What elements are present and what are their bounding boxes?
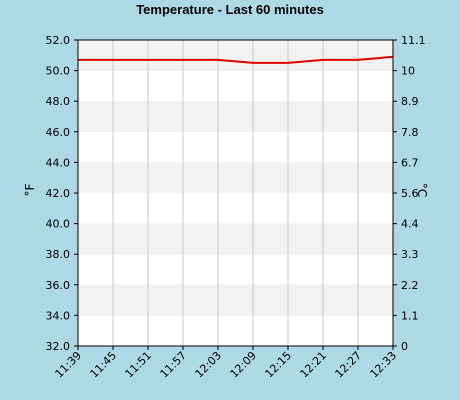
data-point	[182, 59, 184, 61]
data-point	[147, 59, 149, 61]
right-axis-label: °C	[415, 183, 429, 197]
left-axis-label: °F	[23, 183, 37, 196]
x-tick-label: 11:45	[88, 349, 120, 381]
plot-bands	[78, 40, 393, 346]
right-tick-label: 1.1	[401, 309, 419, 322]
plot-band	[78, 70, 393, 102]
data-point	[112, 59, 114, 61]
left-tick-label: 36.0	[46, 279, 71, 292]
x-axis-ticks: 11:39 11:45 11:51 11:57 12:03 12:09 12:15 12:21…	[53, 346, 400, 381]
right-tick-label: 8.9	[401, 95, 419, 108]
right-tick-label: 6.7	[401, 156, 419, 169]
plot-band	[78, 223, 393, 255]
right-tick-label: 2.2	[401, 279, 419, 292]
data-point	[287, 62, 289, 64]
data-point	[304, 60, 307, 63]
left-tick-label: 50.0	[46, 65, 71, 78]
plot-band	[78, 284, 393, 316]
x-tick-label: 12:33	[368, 349, 400, 381]
left-tick-label: 48.0	[46, 95, 71, 108]
left-axis-ticks: 32.0 34.0 36.0 38.0 40.0 42.0 44.0 46.0 48.0 50.0…	[46, 34, 78, 353]
left-tick-label: 52.0	[46, 34, 71, 47]
left-tick-label: 46.0	[46, 126, 71, 139]
plot-band	[78, 193, 393, 224]
plot-band	[78, 315, 393, 346]
data-point	[322, 59, 324, 61]
right-tick-label: 5.6	[401, 187, 419, 200]
data-point	[357, 59, 359, 61]
left-tick-label: 44.0	[46, 156, 71, 169]
left-tick-label: 42.0	[46, 187, 71, 200]
right-tick-label: 7.8	[401, 126, 419, 139]
x-tick-label: 12:15	[263, 349, 295, 381]
data-point	[217, 59, 219, 61]
x-tick-label: 12:09	[228, 349, 260, 381]
left-tick-label: 32.0	[46, 340, 71, 353]
x-tick-label: 11:57	[158, 349, 190, 381]
data-point	[374, 57, 377, 59]
right-axis-ticks: 0 1.1 2.2 3.3 4.4 5.6 6.7 7.8 8.9 10 11.1	[393, 34, 426, 353]
x-tick-label: 12:03	[193, 349, 225, 381]
plot-band	[78, 40, 393, 71]
plot-band	[78, 101, 393, 132]
x-tick-label: 12:21	[298, 349, 330, 381]
plot-band	[78, 131, 393, 163]
x-tick-label: 12:27	[333, 349, 365, 381]
right-tick-label: 11.1	[401, 34, 426, 47]
data-point	[234, 60, 237, 63]
x-tick-label: 11:39	[53, 349, 85, 381]
right-tick-label: 10	[401, 65, 415, 78]
plot-band	[78, 162, 393, 193]
chart-title: Temperature - Last 60 minutes	[136, 2, 324, 17]
right-tick-label: 0	[401, 340, 408, 353]
left-tick-label: 40.0	[46, 218, 71, 231]
right-tick-label: 3.3	[401, 248, 419, 261]
plot-band	[78, 254, 393, 285]
left-tick-label: 38.0	[46, 248, 71, 261]
right-tick-label: 4.4	[401, 218, 419, 231]
left-tick-label: 34.0	[46, 309, 71, 322]
data-point	[252, 62, 254, 64]
x-tick-label: 11:51	[123, 349, 155, 381]
